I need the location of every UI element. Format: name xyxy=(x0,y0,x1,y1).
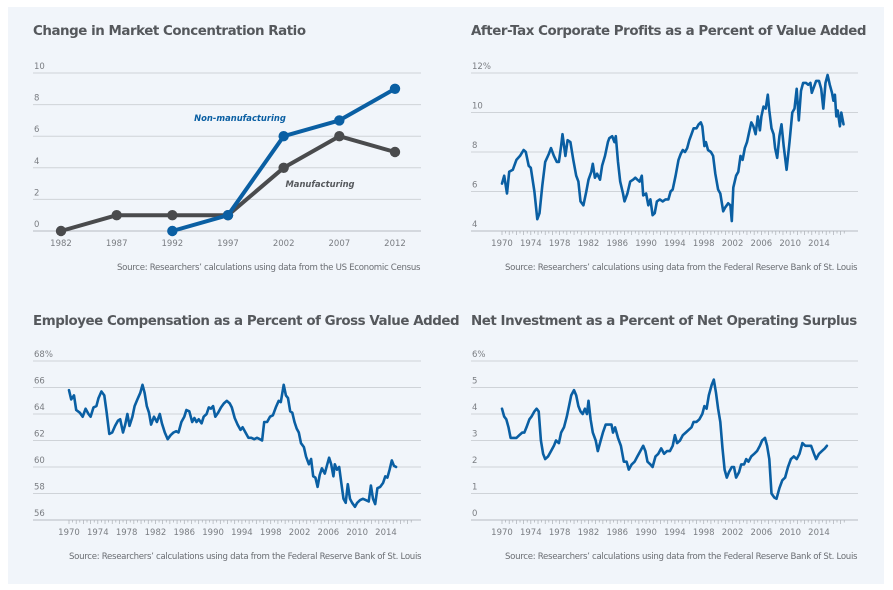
y-tick-label: 5 xyxy=(472,377,477,387)
x-tick-label: 1998 xyxy=(693,528,715,538)
chart-title-concentration: Change in Market Concentration Ratio xyxy=(33,24,306,39)
x-tick-label: 1982 xyxy=(145,528,167,538)
x-tick-label: 1998 xyxy=(693,239,715,249)
x-tick-label: 1994 xyxy=(231,528,253,538)
source-note-profits: Source: Researchers’ calculations using … xyxy=(505,263,858,273)
x-tick-label: 1982 xyxy=(50,239,72,249)
series-line-compensation xyxy=(67,383,398,509)
series-line-non-manufacturing xyxy=(171,87,396,233)
x-tick-label: 1970 xyxy=(491,239,513,249)
x-tick-label: 2006 xyxy=(318,528,340,538)
x-tick-label: 2002 xyxy=(722,239,744,249)
y-tick-label: 8 xyxy=(34,94,39,104)
x-tick-label: 2007 xyxy=(329,239,351,249)
x-tick-label: 1992 xyxy=(162,239,184,249)
x-tick-label: 2014 xyxy=(808,528,830,538)
y-tick-label: 68% xyxy=(34,350,53,360)
x-tick-label: 1986 xyxy=(173,528,195,538)
chart-panel xyxy=(8,7,884,584)
chart-title-investment: Net Investment as a Percent of Net Opera… xyxy=(471,314,857,329)
y-tick-label: 10 xyxy=(472,102,483,112)
x-tick-label: 1982 xyxy=(578,239,600,249)
y-tick-label: 3 xyxy=(472,430,477,440)
data-point xyxy=(278,131,289,142)
x-tick-label: 1994 xyxy=(664,239,686,249)
x-tick-label: 2002 xyxy=(722,528,744,538)
x-tick-label: 1970 xyxy=(491,528,513,538)
x-tick-label: 2012 xyxy=(384,239,406,249)
y-tick-label: 60 xyxy=(34,456,45,466)
x-tick-label: 2006 xyxy=(751,239,773,249)
x-tick-label: 2002 xyxy=(273,239,295,249)
x-tick-label: 2010 xyxy=(779,528,801,538)
x-tick-label: 1994 xyxy=(664,528,686,538)
chart-title-profits: After-Tax Corporate Profits as a Percent… xyxy=(471,24,867,39)
y-tick-label: 6 xyxy=(472,181,477,191)
x-tick-label: 2010 xyxy=(779,239,801,249)
data-point xyxy=(334,115,345,126)
x-tick-label: 1974 xyxy=(87,528,109,538)
data-point xyxy=(334,131,345,142)
y-tick-label: 4 xyxy=(472,220,477,230)
data-point xyxy=(167,225,178,237)
source-note-compensation: Source: Researchers’ calculations using … xyxy=(69,552,422,562)
chart-concentration: 0 2 4 6 8 10 1982 1987 1992 1997 2002 2007 2012 Non-m… xyxy=(33,62,421,249)
x-tick-label: 1986 xyxy=(606,239,628,249)
y-tick-label: 2 xyxy=(472,456,477,466)
data-point xyxy=(222,210,234,221)
data-point xyxy=(111,210,122,221)
x-tick-label: 1986 xyxy=(606,528,628,538)
x-tick-label: 1997 xyxy=(217,239,239,249)
y-tick-label: 6 xyxy=(34,125,39,135)
chart-profits: 4 6 8 10 12% 1970 1974 1978 1982 1986 1990 1994 1998… xyxy=(471,62,858,249)
y-tick-label: 8 xyxy=(472,141,477,151)
x-tick-label: 1978 xyxy=(549,528,571,538)
data-point xyxy=(389,83,401,95)
y-tick-label: 1 xyxy=(472,483,477,493)
x-tick-label: 1987 xyxy=(106,239,128,249)
x-tick-label: 2014 xyxy=(375,528,397,538)
y-tick-label: 12% xyxy=(472,62,491,72)
x-tick-label: 2006 xyxy=(751,528,773,538)
source-note-concentration: Source: Researchers’ calculations using … xyxy=(117,263,421,273)
y-tick-label: 58 xyxy=(34,483,45,493)
x-tick-label: 1974 xyxy=(520,239,542,249)
x-tick-label: 1978 xyxy=(549,239,571,249)
y-tick-label: 64 xyxy=(34,403,45,413)
x-tick-label: 2010 xyxy=(346,528,368,538)
x-tick-label: 1970 xyxy=(58,528,80,538)
data-point xyxy=(55,225,67,237)
y-tick-label: 4 xyxy=(34,157,39,167)
y-tick-label: 4 xyxy=(472,403,477,413)
x-tick-label: 1974 xyxy=(520,528,542,538)
x-tick-label: 2014 xyxy=(808,239,830,249)
chart-investment: 0 1 2 3 4 5 6% 1970 1974 1978 1982 1986 1990 1994 1998… xyxy=(471,350,858,538)
y-tick-label: 56 xyxy=(34,509,45,519)
y-tick-label: 0 xyxy=(34,220,39,230)
series-line-investment xyxy=(500,378,829,501)
x-tick-label: 2002 xyxy=(289,528,311,538)
y-tick-label: 2 xyxy=(34,188,39,198)
data-point xyxy=(389,146,401,158)
x-tick-label: 1990 xyxy=(202,528,224,538)
y-tick-label: 10 xyxy=(34,62,45,72)
source-note-investment: Source: Researchers’ calculations using … xyxy=(505,552,858,562)
y-tick-label: 66 xyxy=(34,377,45,387)
x-tick-label: 1978 xyxy=(116,528,138,538)
x-tick-label: 1990 xyxy=(635,239,657,249)
series-label-non-manufacturing: Non-manufacturing xyxy=(194,113,286,123)
chart-title-compensation: Employee Compensation as a Percent of Gr… xyxy=(33,314,460,329)
y-tick-label: 0 xyxy=(472,509,477,519)
data-point xyxy=(278,162,289,173)
chart-compensation: 56 58 60 62 64 66 68% 1970 1974 1978 1982 1986 1990 1… xyxy=(33,350,421,538)
y-tick-label: 62 xyxy=(34,430,45,440)
x-tick-label: 1990 xyxy=(635,528,657,538)
data-point xyxy=(167,210,178,221)
series-label-manufacturing: Manufacturing xyxy=(285,179,354,189)
series-line-profits xyxy=(500,73,845,223)
y-tick-label: 6% xyxy=(472,350,486,360)
x-tick-label: 1998 xyxy=(260,528,282,538)
x-tick-label: 1982 xyxy=(578,528,600,538)
